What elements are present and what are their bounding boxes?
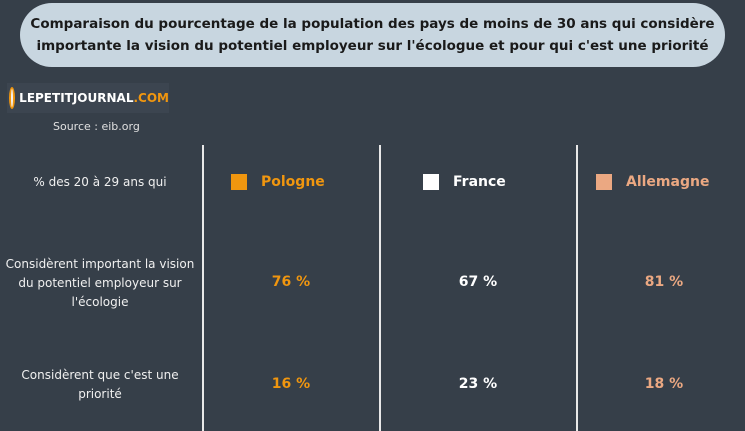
column-name: France <box>453 174 506 190</box>
cell-value: 81 % <box>644 274 684 290</box>
source: Source : eib.org <box>53 120 140 133</box>
row-label: Considèrent important la vision du poten… <box>5 257 195 309</box>
cell-value: 76 % <box>271 274 311 290</box>
legend-swatch <box>596 174 612 190</box>
logo: LEPETITJOURNAL .COM <box>7 83 169 113</box>
cell-value: 67 % <box>458 274 498 290</box>
cell-value: 23 % <box>458 376 498 392</box>
divider <box>379 145 381 431</box>
legend-swatch <box>231 174 247 190</box>
divider <box>202 145 204 431</box>
column-name: Pologne <box>261 174 325 190</box>
row-label: Considèrent que c'est une priorité <box>21 368 179 401</box>
column-name: Allemagne <box>626 174 710 190</box>
column-header-france: France <box>423 174 506 190</box>
cell-value: 18 % <box>644 376 684 392</box>
header-label: % des 20 à 29 ans qui <box>33 175 167 189</box>
cell-value: 16 % <box>271 376 311 392</box>
divider <box>576 145 578 431</box>
column-header-pologne: Pologne <box>231 174 325 190</box>
logo-icon <box>9 87 16 109</box>
column-header-allemagne: Allemagne <box>596 174 709 190</box>
chart-title: Comparaison du pourcentage de la populat… <box>20 3 725 67</box>
legend-swatch <box>423 174 439 190</box>
